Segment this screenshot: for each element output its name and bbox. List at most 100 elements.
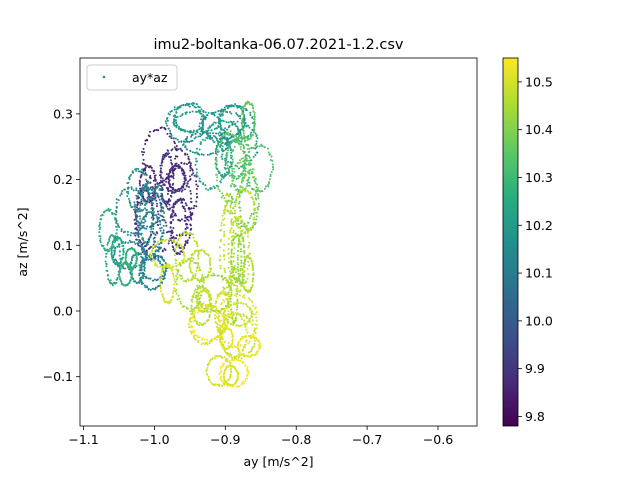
scatter-point <box>231 158 234 161</box>
scatter-point <box>219 240 222 243</box>
scatter-point <box>252 222 255 225</box>
scatter-point <box>168 179 171 182</box>
scatter-point <box>169 129 172 132</box>
scatter-point <box>236 224 239 227</box>
scatter-point <box>166 124 169 127</box>
scatter-point <box>143 284 146 287</box>
scatter-point <box>137 189 140 192</box>
scatter-point <box>232 239 234 242</box>
scatter-point <box>178 297 181 300</box>
scatter-point <box>233 294 236 297</box>
scatter-point <box>202 322 205 325</box>
scatter-point <box>195 200 198 203</box>
scatter-point <box>143 268 146 271</box>
scatter-point <box>174 290 177 293</box>
scatter-point <box>204 139 207 142</box>
scatter-point <box>250 300 253 303</box>
scatter-point <box>242 295 244 298</box>
scatter-point <box>200 126 203 129</box>
scatter-point <box>185 234 187 237</box>
scatter-point <box>144 203 147 206</box>
scatter-point <box>177 148 180 151</box>
scatter-point <box>106 242 109 244</box>
scatter-point <box>202 124 205 127</box>
scatter-points <box>98 100 275 388</box>
scatter-point <box>245 328 248 331</box>
scatter-point <box>154 278 156 281</box>
scatter-point <box>251 129 254 132</box>
colorbar-tick-label: 9.8 <box>525 409 545 424</box>
scatter-point <box>177 140 180 143</box>
scatter-point <box>164 239 167 242</box>
scatter-point <box>155 243 158 246</box>
scatter-point <box>172 218 175 221</box>
scatter-point <box>238 202 240 205</box>
scatter-point <box>174 164 177 167</box>
scatter-point <box>135 232 138 235</box>
scatter-point <box>196 323 199 326</box>
scatter-point <box>172 174 175 176</box>
scatter-point <box>230 356 233 358</box>
scatter-point <box>239 339 242 342</box>
scatter-point <box>211 338 213 341</box>
scatter-point <box>188 232 191 235</box>
scatter-point <box>179 263 182 266</box>
scatter-point <box>227 126 230 129</box>
scatter-point <box>221 274 223 277</box>
scatter-point <box>246 331 249 334</box>
scatter-point <box>122 267 125 270</box>
scatter-point <box>189 130 192 132</box>
scatter-point <box>222 307 224 310</box>
scatter-point <box>181 259 184 262</box>
scatter-point <box>185 232 188 235</box>
scatter-point <box>246 366 249 369</box>
scatter-point <box>227 121 230 124</box>
scatter-point <box>189 217 192 220</box>
scatter-point <box>245 303 248 306</box>
scatter-point <box>152 130 155 133</box>
scatter-point <box>143 248 146 251</box>
scatter-point <box>190 253 193 256</box>
scatter-point <box>137 210 139 213</box>
scatter-point <box>237 385 240 388</box>
scatter-point <box>223 300 226 303</box>
scatter-point <box>225 104 228 107</box>
scatter-point <box>178 253 181 256</box>
scatter-point <box>225 159 228 162</box>
scatter-point <box>190 207 193 210</box>
scatter-point <box>157 258 159 261</box>
scatter-point <box>248 155 250 158</box>
scatter-point <box>186 130 189 133</box>
scatter-point <box>141 262 144 265</box>
scatter-point <box>142 147 145 150</box>
scatter-point <box>241 121 244 124</box>
scatter-point <box>255 134 258 137</box>
scatter-point <box>248 147 251 150</box>
scatter-point <box>214 302 217 305</box>
scatter-point <box>198 122 201 125</box>
scatter-point <box>160 242 163 245</box>
scatter-point <box>216 330 219 333</box>
scatter-point <box>161 196 164 199</box>
scatter-point <box>190 131 192 134</box>
scatter-point <box>199 112 202 115</box>
scatter-point <box>214 111 217 114</box>
scatter-point <box>141 188 144 191</box>
scatter-point <box>147 277 150 280</box>
scatter-point <box>225 162 228 165</box>
scatter-point <box>188 103 191 106</box>
scatter-point <box>174 191 177 194</box>
scatter-point <box>140 269 143 272</box>
scatter-point <box>134 222 136 225</box>
scatter-point <box>231 346 234 349</box>
scatter-point <box>175 274 178 277</box>
scatter-point <box>233 145 236 148</box>
scatter-point <box>139 227 142 230</box>
scatter-point <box>187 103 190 105</box>
scatter-point <box>246 373 249 376</box>
scatter-point <box>239 209 242 212</box>
scatter-point <box>244 232 246 235</box>
scatter-point <box>134 280 137 283</box>
scatter-point <box>220 132 223 135</box>
scatter-point <box>256 215 258 218</box>
